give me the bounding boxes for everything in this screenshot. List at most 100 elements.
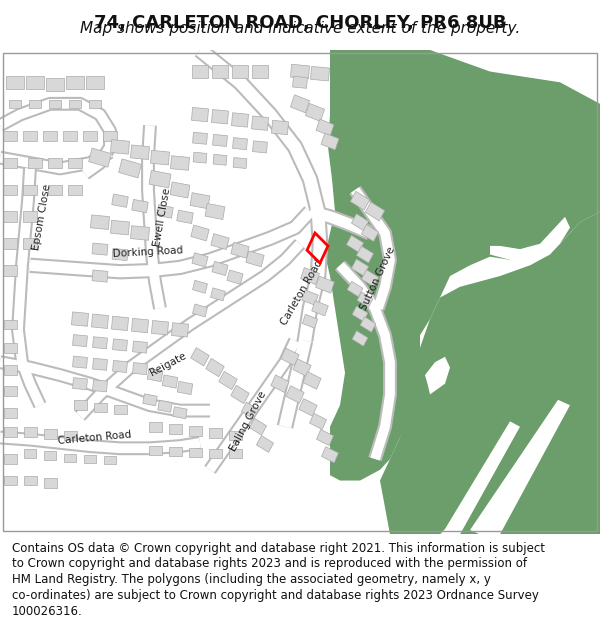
Bar: [290, 64, 310, 79]
Bar: [131, 226, 149, 240]
Bar: [3, 131, 17, 141]
Bar: [4, 428, 17, 437]
Bar: [170, 182, 190, 198]
Bar: [71, 312, 88, 326]
Bar: [3, 265, 17, 276]
Bar: [312, 301, 328, 316]
Bar: [231, 242, 249, 258]
Bar: [4, 476, 17, 486]
Bar: [193, 132, 208, 144]
Bar: [112, 194, 128, 208]
Bar: [23, 184, 37, 195]
Bar: [311, 66, 329, 81]
Bar: [149, 446, 161, 455]
Bar: [152, 321, 169, 335]
Bar: [112, 316, 128, 331]
Bar: [347, 281, 363, 297]
Text: Ewell Close: Ewell Close: [152, 187, 172, 247]
Bar: [149, 422, 161, 432]
Bar: [89, 148, 112, 167]
Bar: [212, 65, 228, 78]
Bar: [46, 78, 64, 91]
Bar: [191, 107, 208, 122]
Polygon shape: [440, 421, 520, 534]
Bar: [64, 431, 77, 440]
Bar: [322, 447, 338, 462]
Bar: [209, 428, 221, 438]
Bar: [272, 121, 289, 134]
Bar: [251, 116, 268, 131]
Bar: [310, 413, 326, 429]
Bar: [290, 95, 310, 113]
Bar: [205, 203, 225, 219]
Bar: [302, 290, 318, 305]
Bar: [86, 76, 104, 89]
Bar: [91, 215, 109, 229]
Bar: [113, 404, 127, 414]
Bar: [356, 246, 374, 263]
Bar: [305, 103, 325, 121]
Bar: [212, 261, 228, 276]
Bar: [92, 337, 107, 349]
Bar: [3, 238, 17, 249]
Bar: [158, 400, 172, 412]
Bar: [64, 454, 76, 462]
Bar: [229, 449, 241, 459]
Bar: [110, 221, 130, 235]
Bar: [69, 99, 81, 108]
Bar: [346, 236, 364, 252]
Bar: [301, 268, 319, 284]
Bar: [3, 211, 17, 222]
Bar: [233, 158, 247, 169]
Bar: [9, 99, 21, 108]
Bar: [23, 131, 37, 141]
Bar: [293, 76, 307, 88]
Bar: [211, 234, 229, 249]
Bar: [193, 304, 208, 317]
Bar: [321, 133, 339, 150]
Bar: [23, 476, 37, 486]
Text: Map shows position and indicative extent of the property.: Map shows position and indicative extent…: [80, 21, 520, 36]
Bar: [23, 238, 37, 249]
Bar: [246, 251, 264, 267]
Bar: [44, 429, 56, 439]
Bar: [209, 449, 221, 459]
Bar: [66, 76, 84, 89]
Text: Dorking Road: Dorking Road: [113, 246, 184, 259]
Bar: [302, 314, 317, 328]
Bar: [169, 447, 182, 456]
Bar: [131, 318, 148, 332]
Bar: [3, 184, 17, 195]
Bar: [103, 131, 117, 141]
Bar: [212, 134, 227, 146]
Bar: [104, 456, 116, 464]
Bar: [73, 378, 88, 390]
Bar: [48, 184, 62, 195]
Bar: [229, 431, 241, 440]
Bar: [83, 131, 97, 141]
Bar: [48, 158, 62, 168]
Polygon shape: [380, 211, 600, 534]
Bar: [360, 317, 376, 332]
Text: HM Land Registry. The polygons (including the associated geometry, namely x, y: HM Land Registry. The polygons (includin…: [12, 573, 491, 586]
Text: Sutton Grove: Sutton Grove: [359, 245, 397, 311]
Bar: [131, 145, 149, 159]
Bar: [162, 375, 178, 388]
Text: 74, CARLETON ROAD, CHORLEY, PR6 8UB: 74, CARLETON ROAD, CHORLEY, PR6 8UB: [94, 14, 506, 32]
Bar: [44, 451, 56, 460]
Bar: [3, 158, 17, 168]
Bar: [92, 314, 109, 328]
Bar: [232, 112, 248, 127]
Text: Epsom Close: Epsom Close: [31, 183, 53, 251]
Text: 100026316.: 100026316.: [12, 605, 83, 618]
Text: to Crown copyright and database rights 2023 and is reproduced with the permissio: to Crown copyright and database rights 2…: [12, 558, 527, 571]
Bar: [89, 99, 101, 108]
Bar: [169, 424, 182, 434]
Bar: [24, 449, 36, 458]
Bar: [256, 436, 274, 452]
Bar: [316, 276, 334, 293]
Bar: [92, 380, 107, 392]
Text: Contains OS data © Crown copyright and database right 2021. This information is : Contains OS data © Crown copyright and d…: [12, 542, 545, 554]
Bar: [73, 334, 88, 347]
Bar: [92, 358, 107, 371]
